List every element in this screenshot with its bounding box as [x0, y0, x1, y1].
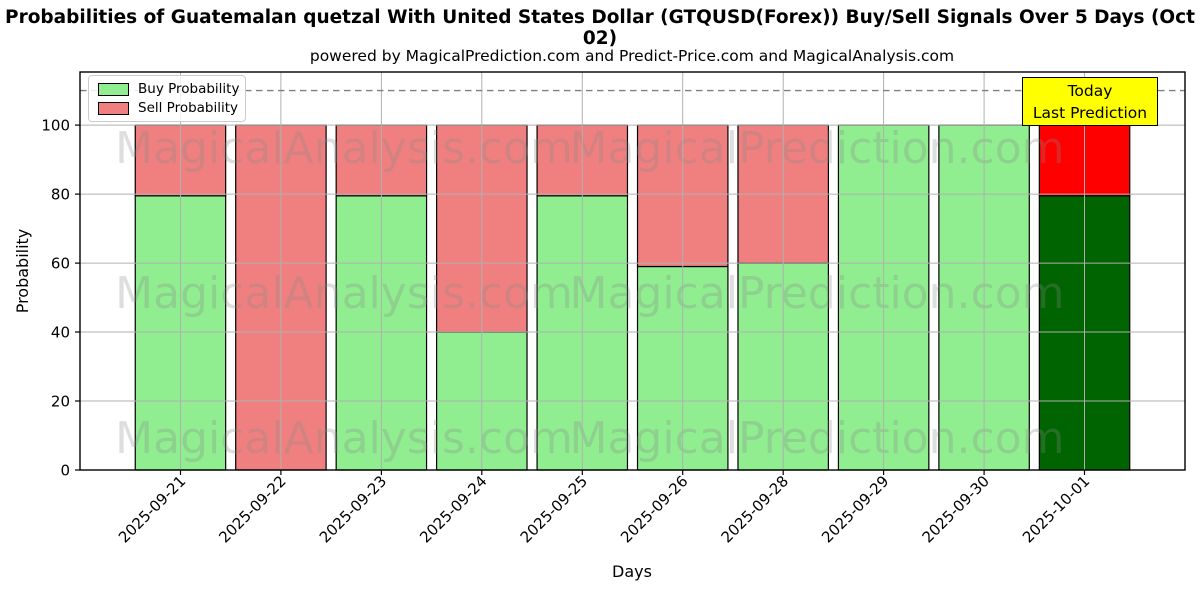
spine-layer: [79, 71, 1186, 471]
x-tick-label: 2025-09-29: [818, 472, 892, 546]
legend-item-buy: Buy Probability: [98, 81, 240, 97]
watermark-text: MagicalAnalysis.com: [115, 123, 573, 174]
legend-label-buy: Buy Probability: [138, 81, 240, 97]
y-tick-label: 100: [41, 117, 70, 135]
legend-item-sell: Sell Probability: [98, 100, 239, 116]
y-tick-label: 20: [51, 393, 70, 411]
watermark-text: MagicalPrediction.com: [570, 123, 1065, 174]
sell-swatch-icon: [98, 101, 129, 115]
legend-label-sell: Sell Probability: [138, 100, 239, 116]
today-annotation-line1: Today: [1067, 81, 1113, 100]
watermark-text: MagicalPrediction.com: [570, 413, 1065, 464]
today-annotation-line2: Last Prediction: [1032, 103, 1148, 122]
x-tick-label: 2025-09-28: [718, 472, 792, 546]
legend: Buy Probability Sell Probability: [88, 75, 246, 122]
y-tick-label: 0: [60, 462, 70, 480]
x-tick-label: 2025-09-22: [215, 472, 289, 546]
plot-border: [79, 71, 1186, 471]
watermark-text: MagicalPrediction.com: [570, 268, 1065, 319]
chart-subtitle: powered by MagicalPrediction.com and Pre…: [309, 47, 955, 65]
buy-swatch-icon: [98, 82, 129, 96]
x-tick-label: 2025-10-01: [1019, 472, 1093, 546]
y-axis-title: Probability: [13, 228, 32, 314]
today-annotation: Today Last Prediction: [1022, 77, 1158, 126]
x-tick-label: 2025-09-26: [617, 472, 691, 546]
watermark-layer: MagicalAnalysis.comMagicalPrediction.com…: [115, 123, 1064, 464]
x-axis-title: Days: [612, 562, 652, 581]
x-tick-label: 2025-09-21: [115, 472, 189, 546]
y-tick-label: 40: [51, 324, 70, 342]
watermark-text: MagicalAnalysis.com: [115, 268, 573, 319]
x-tick-label: 2025-09-30: [919, 472, 993, 546]
watermark-text: MagicalAnalysis.com: [115, 413, 573, 464]
x-tick-label: 2025-09-24: [416, 472, 490, 546]
y-tick-label: 60: [51, 255, 70, 273]
chart-title: Probabilities of Guatemalan quetzal With…: [5, 7, 1195, 49]
x-tick-label: 2025-09-25: [517, 472, 591, 546]
y-tick-label: 80: [51, 186, 70, 204]
x-tick-label: 2025-09-23: [316, 472, 390, 546]
